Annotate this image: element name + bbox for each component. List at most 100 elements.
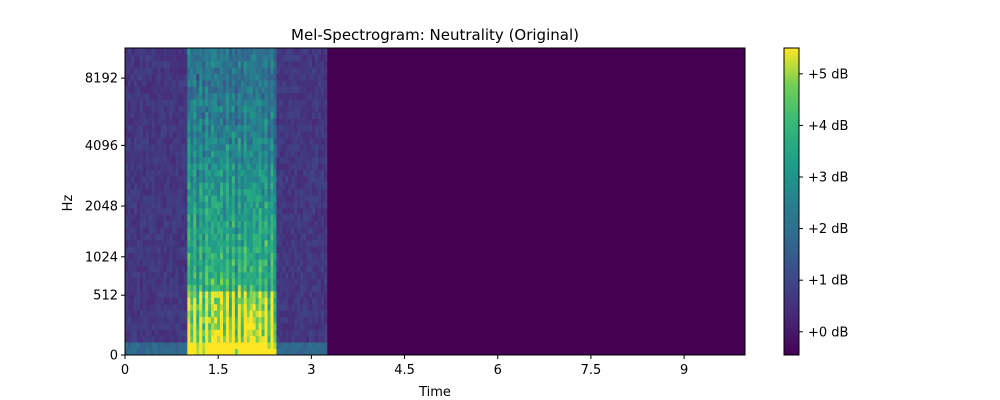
spectrogram-cell (148, 92, 153, 100)
spectrogram-cell (202, 182, 206, 190)
spectrogram-cell (300, 131, 304, 138)
spectrogram-cell (190, 329, 194, 337)
spectrogram-cell (297, 201, 301, 209)
spectrogram-cell (288, 278, 292, 286)
spectrogram-cell (160, 169, 164, 177)
spectrogram-cell (196, 233, 200, 241)
spectrogram-cell (145, 188, 150, 196)
spectrogram-cell (184, 188, 188, 196)
spectrogram-cell (184, 259, 188, 266)
spectrogram-cell (211, 220, 215, 228)
spectrogram-cell (217, 271, 221, 279)
spectrogram-cell (318, 310, 322, 318)
spectrogram-cell (181, 131, 185, 138)
spectrogram-cell (291, 291, 295, 298)
spectrogram-cell (199, 342, 203, 350)
spectrogram-cell (255, 195, 260, 202)
spectrogram-cell (202, 259, 206, 266)
spectrogram-cell (145, 118, 150, 126)
spectrogram-cell (199, 118, 203, 126)
spectrogram-cell (309, 278, 313, 286)
spectrogram-cell (163, 239, 167, 247)
spectrogram-cell (300, 323, 304, 330)
spectrogram-cell (163, 310, 167, 318)
spectrogram-cell (279, 259, 283, 266)
spectrogram-cell (252, 48, 257, 55)
spectrogram-cell (228, 195, 233, 202)
spectrogram-cell (240, 278, 245, 286)
spectrogram-cell (240, 105, 245, 113)
spectrogram-cell (320, 297, 325, 305)
spectrogram-cell (160, 271, 164, 279)
spectrogram-cell (178, 48, 182, 55)
spectrogram-cell (178, 182, 182, 190)
spectrogram-cell (151, 303, 156, 311)
spectrogram-cell (228, 335, 233, 343)
spectrogram-cell (139, 329, 144, 337)
spectrogram-cell (208, 92, 212, 100)
spectrogram-cell (267, 297, 271, 305)
spectrogram-cell (133, 310, 138, 318)
spectrogram-cell (261, 265, 265, 273)
spectrogram-cell (169, 86, 173, 94)
spectrogram-cell (288, 188, 292, 196)
spectrogram-cell (139, 207, 144, 215)
spectrogram-cell (202, 143, 206, 151)
spectrogram-cell (249, 233, 254, 241)
spectrogram-cell (154, 335, 159, 343)
spectrogram-cell (285, 111, 289, 119)
spectrogram-cell (125, 278, 129, 286)
spectrogram-cell (264, 131, 268, 138)
spectrogram-cell (270, 48, 274, 55)
spectrogram-cell (214, 163, 218, 170)
spectrogram-cell (258, 188, 262, 196)
spectrogram-cell (193, 175, 197, 183)
spectrogram-cell (148, 131, 153, 138)
spectrogram-cell (169, 79, 173, 87)
spectrogram-cell (148, 259, 153, 266)
spectrogram-cell (252, 291, 257, 298)
spectrogram-cell (228, 278, 233, 286)
spectrogram-cell (297, 60, 301, 68)
spectrogram-cell (237, 143, 242, 151)
spectrogram-cell (297, 131, 301, 138)
spectrogram-cell (199, 73, 203, 81)
spectrogram-cell (166, 201, 170, 209)
spectrogram-cell (315, 239, 319, 247)
spectrogram-cell (211, 271, 215, 279)
spectrogram-cell (312, 118, 316, 126)
spectrogram-cell (178, 86, 182, 94)
spectrogram-cell (318, 220, 322, 228)
spectrogram-cell (231, 278, 236, 286)
spectrogram-cell (142, 188, 147, 196)
spectrogram-cell (169, 271, 173, 279)
spectrogram-cell (187, 111, 191, 119)
spectrogram-cell (279, 92, 283, 100)
spectrogram-cell (133, 348, 138, 356)
spectrogram-cell (282, 214, 286, 222)
spectrogram-cell (187, 86, 191, 94)
spectrogram-cell (151, 252, 156, 260)
spectrogram-cell (294, 265, 298, 273)
spectrogram-cell (160, 150, 164, 158)
spectrogram-cell (228, 105, 233, 113)
spectrogram-cell (320, 131, 325, 138)
spectrogram-cell (151, 99, 156, 106)
spectrogram-cell (166, 111, 170, 119)
spectrogram-cell (166, 48, 170, 55)
spectrogram-cell (285, 48, 289, 55)
spectrogram-cell (148, 214, 153, 222)
spectrogram-cell (187, 143, 191, 151)
spectrogram-cell (282, 156, 286, 164)
spectrogram-cell (258, 54, 262, 62)
spectrogram-cell (234, 259, 239, 266)
spectrogram-cell (282, 143, 286, 151)
spectrogram-cell (157, 259, 162, 266)
spectrogram-cell (130, 246, 135, 254)
spectrogram-cell (187, 201, 191, 209)
spectrogram-cell (288, 67, 292, 74)
spectrogram-cell (255, 99, 260, 106)
spectrogram-cell (196, 220, 200, 228)
spectrogram-cell (243, 297, 248, 305)
